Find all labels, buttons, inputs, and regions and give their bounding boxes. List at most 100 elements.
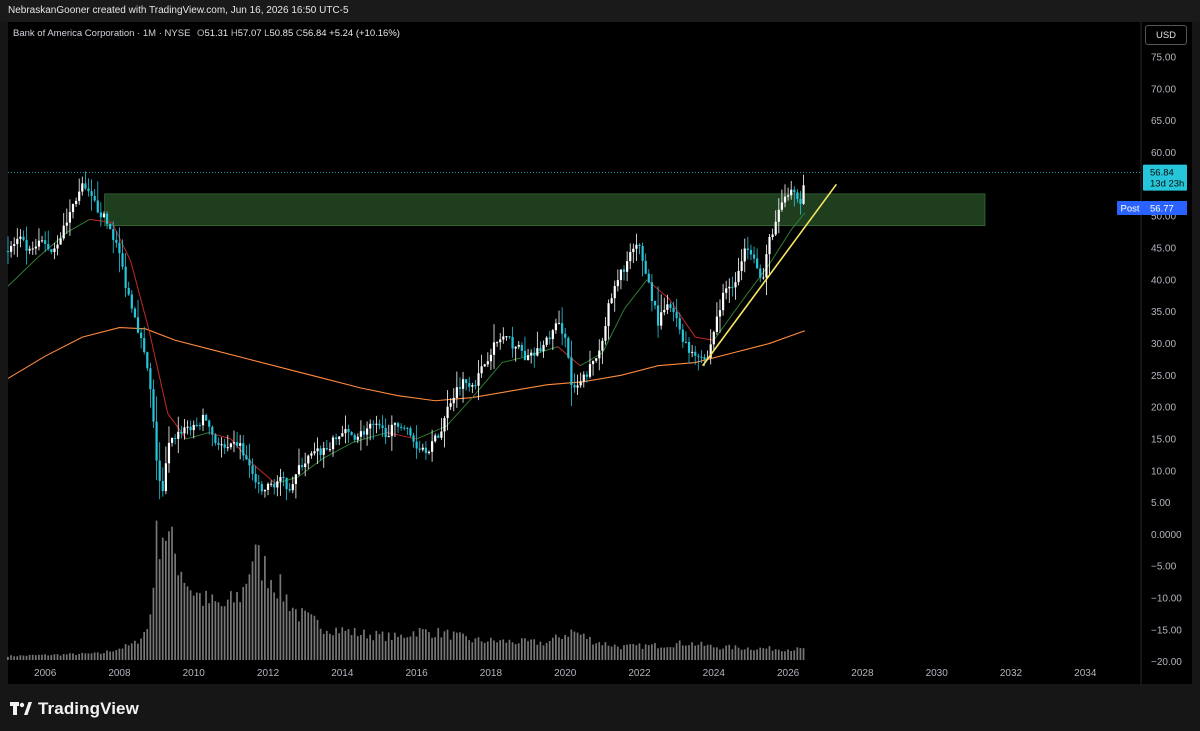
volume-bar (183, 582, 186, 660)
candle-body (517, 344, 520, 347)
volume-bar (381, 631, 384, 660)
time-tick-label: 2022 (628, 668, 651, 679)
candle-body (316, 448, 319, 452)
time-tick-label: 2020 (554, 668, 577, 679)
footer-bar: TradingView (0, 684, 1200, 731)
currency-button[interactable]: USD (1145, 25, 1187, 45)
volume-bar (412, 631, 415, 660)
candle-body (158, 460, 161, 482)
volume-bar (455, 632, 458, 660)
volume-bar (220, 606, 223, 660)
volume-bar (59, 655, 62, 660)
volume-bar (121, 648, 124, 660)
volume-bar (186, 586, 189, 660)
volume-bar (731, 649, 734, 660)
candle-body (561, 323, 564, 334)
candle-body (121, 253, 124, 267)
volume-bar (660, 647, 662, 660)
candle-body (712, 331, 715, 345)
volume-bar (734, 645, 737, 660)
candle-body (694, 351, 697, 356)
volume-bar (214, 601, 217, 660)
candle-body (37, 240, 41, 247)
volume-bar (703, 645, 706, 660)
candle-body (533, 352, 536, 356)
volume-bar (672, 647, 675, 660)
volume-bar (106, 650, 108, 660)
volume-bar (109, 651, 111, 660)
volume-bar (802, 648, 805, 660)
candle-body (208, 420, 211, 427)
candle-body (709, 344, 712, 358)
candle-body (672, 307, 675, 313)
volume-bars (7, 520, 805, 660)
volume-bar (650, 644, 653, 660)
volume-bar (762, 648, 765, 660)
time-tick-label: 2032 (1000, 668, 1023, 679)
time-tick-label: 2028 (851, 668, 874, 679)
volume-bar (533, 639, 536, 660)
volume-bar (490, 637, 492, 660)
candle-body (239, 443, 242, 446)
last-price-value: 56.84 (1150, 168, 1174, 179)
volume-bar (728, 644, 731, 660)
candle-body (431, 441, 434, 452)
candle-body (771, 234, 774, 238)
post-market-label-badge (1117, 201, 1143, 215)
volume-bar (171, 526, 173, 660)
candle-body (678, 318, 681, 330)
last-price-badge (1143, 164, 1187, 191)
volume-bar (384, 641, 387, 660)
candle-body (492, 342, 496, 355)
candle-body (471, 385, 474, 387)
candle-body (84, 183, 87, 189)
candle-body (201, 414, 205, 426)
candle-body (130, 294, 133, 309)
candle-body (93, 195, 96, 201)
volume-bar (483, 642, 486, 660)
candle-body (786, 195, 790, 197)
ma-short-segment (67, 218, 90, 233)
volume-bar (155, 520, 158, 660)
volume-bar (81, 652, 84, 660)
volume-bar (50, 655, 53, 660)
candle-body (378, 423, 381, 426)
volume-bar (514, 644, 517, 660)
volume-bar (542, 645, 545, 660)
volume-bar (356, 636, 359, 660)
ma-short-segment (186, 432, 209, 440)
volume-bar (449, 639, 452, 660)
symbol-name: Bank of America Corporation · 1M · NYSE (13, 28, 191, 39)
tradingview-logo[interactable]: TradingView (10, 699, 139, 719)
volume-bar (288, 611, 291, 660)
attribution-bar: NebraskanGooner created with TradingView… (0, 0, 1200, 22)
volume-bar (610, 646, 613, 660)
volume-bar (260, 580, 263, 660)
candle-body (783, 196, 787, 203)
volume-bar (548, 640, 551, 660)
high-label: H (230, 28, 238, 39)
ma-short-segment (624, 279, 648, 309)
candle-body (663, 309, 666, 313)
candle-body (381, 425, 384, 428)
candle-body (75, 200, 78, 205)
volume-bar (585, 639, 588, 660)
candle-body (297, 465, 301, 475)
volume-bar (468, 640, 471, 660)
volume-bar (771, 650, 774, 660)
candle-body (62, 225, 65, 239)
volume-bar (152, 587, 155, 660)
candle-body (595, 358, 598, 361)
volume-bar (499, 640, 502, 660)
volume-bar (319, 628, 322, 660)
volume-bar (406, 637, 409, 660)
volume-bar (632, 643, 635, 660)
candle-body (248, 459, 251, 466)
candle-body (192, 424, 195, 431)
candle-body (229, 443, 232, 448)
candle-body (396, 423, 400, 427)
candle-body (523, 350, 527, 361)
candle-body (109, 223, 112, 230)
price-tick-label: −15.00 (1151, 625, 1182, 636)
